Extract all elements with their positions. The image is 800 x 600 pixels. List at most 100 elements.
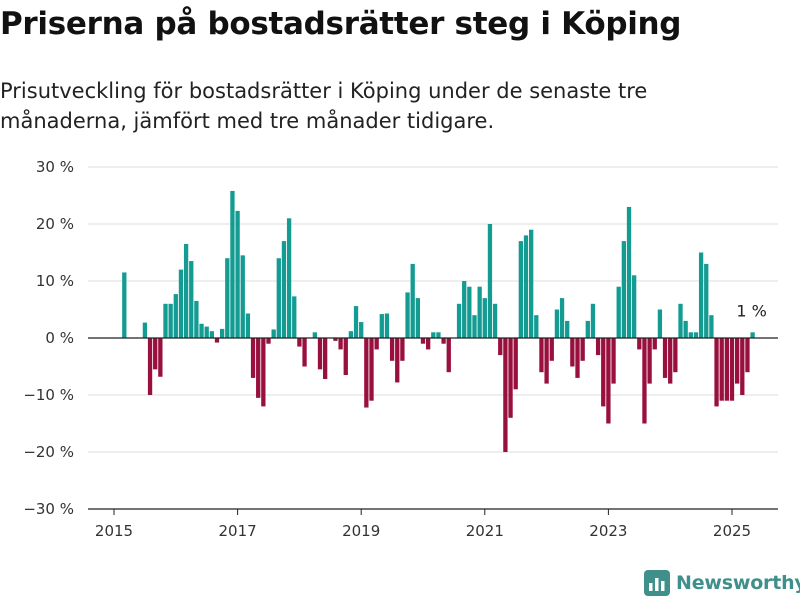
bar <box>595 338 601 356</box>
bar <box>467 286 472 338</box>
bar <box>173 294 178 338</box>
bar <box>364 338 369 408</box>
bar <box>230 190 235 338</box>
bar <box>415 298 420 338</box>
bar <box>204 326 209 338</box>
bar <box>565 320 570 338</box>
bar <box>292 296 297 338</box>
bar <box>652 338 657 350</box>
bar <box>688 332 693 338</box>
bar <box>621 241 626 338</box>
bar <box>379 314 384 338</box>
bar <box>348 331 354 338</box>
bar <box>384 313 390 338</box>
bar <box>740 338 745 395</box>
bar <box>544 338 549 384</box>
bar <box>400 338 405 361</box>
bar <box>637 338 642 350</box>
x-tick-label: 2015 <box>95 522 133 540</box>
bar <box>518 241 523 338</box>
bar <box>487 224 493 338</box>
bars <box>122 190 755 452</box>
chart-title: Priserna på bostadsrätter steg i Köping <box>0 6 682 42</box>
y-tick-label: −30 % <box>23 500 74 518</box>
bar <box>281 241 287 338</box>
bar <box>513 338 518 390</box>
bar <box>642 338 647 424</box>
bar <box>302 338 307 367</box>
bar <box>420 338 426 344</box>
bar <box>436 332 441 338</box>
bar <box>559 298 565 338</box>
last-value-label: 1 % <box>736 301 766 320</box>
bar <box>590 303 596 338</box>
bar <box>554 309 560 338</box>
bar <box>250 338 256 378</box>
bar <box>240 255 245 338</box>
bar <box>549 338 554 361</box>
x-tick-label: 2023 <box>589 522 627 540</box>
bar <box>668 338 673 384</box>
bar <box>482 298 487 338</box>
bar <box>729 338 735 401</box>
x-tick-label: 2025 <box>713 522 751 540</box>
bar <box>168 303 173 338</box>
bar <box>214 338 220 343</box>
bar <box>441 338 446 344</box>
bar <box>338 338 343 350</box>
bar <box>189 261 194 338</box>
bar <box>724 338 729 401</box>
bar <box>709 315 714 338</box>
y-tick-label: −20 % <box>23 443 74 461</box>
bar <box>719 338 724 401</box>
brand-logo: Newsworthy <box>644 570 800 596</box>
bar <box>570 338 575 367</box>
bar <box>297 338 302 347</box>
bar <box>389 338 395 361</box>
bar <box>426 338 431 350</box>
bar <box>286 218 292 338</box>
bar <box>693 332 699 338</box>
bar <box>462 281 467 338</box>
y-tick-label: −10 % <box>23 386 74 404</box>
bar <box>266 338 271 344</box>
bar <box>183 243 189 338</box>
bar <box>678 303 683 338</box>
newsworthy-logo-icon <box>644 570 670 596</box>
bar <box>472 315 477 338</box>
bar <box>147 338 153 395</box>
bar <box>431 332 436 338</box>
bar <box>317 338 323 370</box>
bar <box>529 229 534 338</box>
bar-chart: 30 % 20 % 10 % 0 % −10 % −20 % −30 % 2015 2017 20… <box>23 158 778 540</box>
bar <box>276 258 281 338</box>
bar <box>683 320 688 338</box>
bar <box>673 338 678 373</box>
bar <box>158 338 163 377</box>
bar <box>405 292 410 338</box>
bar <box>750 332 755 338</box>
bar <box>343 338 348 376</box>
bar <box>153 338 158 370</box>
bar <box>616 286 621 338</box>
bar <box>606 338 611 424</box>
axes: 30 % 20 % 10 % 0 % −10 % −20 % −30 % 2015 2017 20… <box>23 158 778 540</box>
bar <box>245 313 251 338</box>
bar <box>199 323 204 338</box>
bar <box>142 322 148 338</box>
bar <box>539 338 544 373</box>
bar <box>395 338 400 383</box>
bar <box>220 328 225 338</box>
bar <box>647 338 652 384</box>
bar <box>359 322 364 338</box>
bar <box>256 338 261 398</box>
bar <box>353 306 359 338</box>
x-tick-label: 2019 <box>342 522 380 540</box>
x-tick-label: 2017 <box>219 522 257 540</box>
y-tick-label: 0 % <box>45 329 74 347</box>
bar <box>575 338 580 378</box>
bar <box>585 320 590 338</box>
bar <box>508 338 513 418</box>
bar <box>492 303 498 338</box>
bar <box>714 338 719 407</box>
